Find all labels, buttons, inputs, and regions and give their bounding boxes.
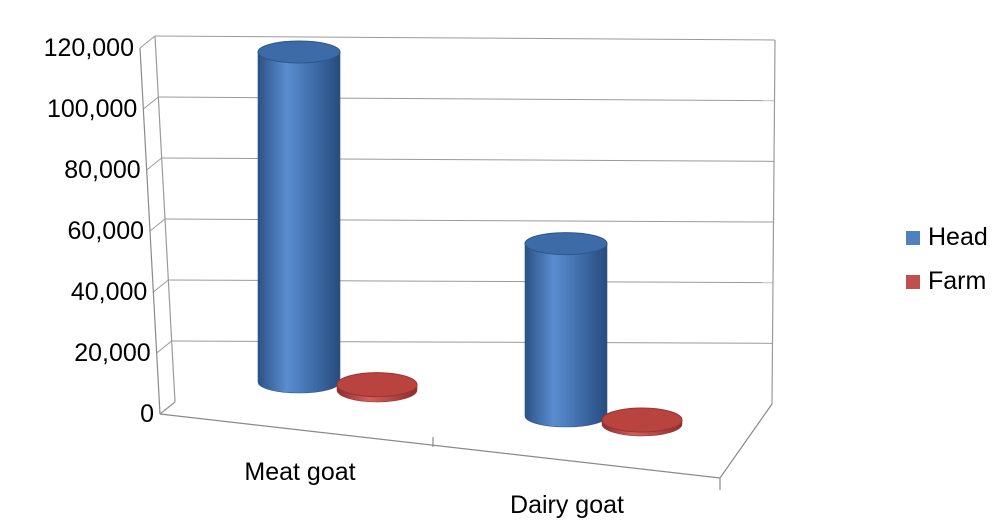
- gridline-side: [153, 279, 169, 293]
- gridline-side: [149, 218, 166, 232]
- x-axis-category-labels: Meat goat Dairy goat: [244, 458, 624, 519]
- y-tick-label: 40,000: [71, 278, 147, 306]
- y-axis-tick-labels: 0 20,000 40,000 60,000 80,000 100,000 120,000: [44, 34, 154, 428]
- x-category-label: Dairy goat: [510, 491, 624, 519]
- y-tick-label: 60,000: [68, 217, 144, 245]
- bar-top: [336, 372, 418, 398]
- gridline-side: [146, 157, 162, 171]
- gridline: [164, 218, 774, 223]
- bar-top: [524, 232, 608, 256]
- bar-top: [257, 40, 341, 64]
- gridlines: [139, 35, 776, 415]
- y-tick-label: 20,000: [74, 339, 150, 367]
- y-tick-label: 0: [140, 400, 154, 428]
- gridline: [154, 35, 776, 41]
- y-axis-line: [139, 47, 161, 415]
- y-tick-label: 100,000: [47, 95, 137, 123]
- bar-head-meat-goat: [257, 40, 341, 394]
- gridline-side: [143, 96, 159, 110]
- legend-label-head: Head: [928, 223, 988, 251]
- y-tick-label: 120,000: [44, 34, 134, 62]
- axes: [139, 47, 721, 490]
- gridline: [161, 157, 775, 162]
- legend-label-farm: Farm: [928, 267, 986, 295]
- x-category-label: Meat goat: [244, 458, 355, 486]
- gridline-side: [139, 35, 156, 49]
- chart-walls: [154, 35, 776, 479]
- legend-swatch-head: [906, 231, 920, 245]
- bar-body: [257, 51, 341, 394]
- gridline-side: [159, 401, 176, 415]
- legend-swatch-farm: [906, 275, 920, 289]
- legend: Head Farm: [906, 223, 988, 295]
- y-tick-label: 80,000: [64, 156, 140, 184]
- bar-body: [524, 243, 608, 428]
- bar-top: [601, 407, 683, 433]
- bar-farm-dairy-goat: [601, 407, 683, 437]
- gridline: [158, 96, 775, 102]
- gridline-side: [156, 340, 172, 354]
- bar-head-dairy-goat: [524, 232, 608, 428]
- bars: [257, 40, 683, 437]
- bar-farm-meat-goat: [336, 372, 418, 403]
